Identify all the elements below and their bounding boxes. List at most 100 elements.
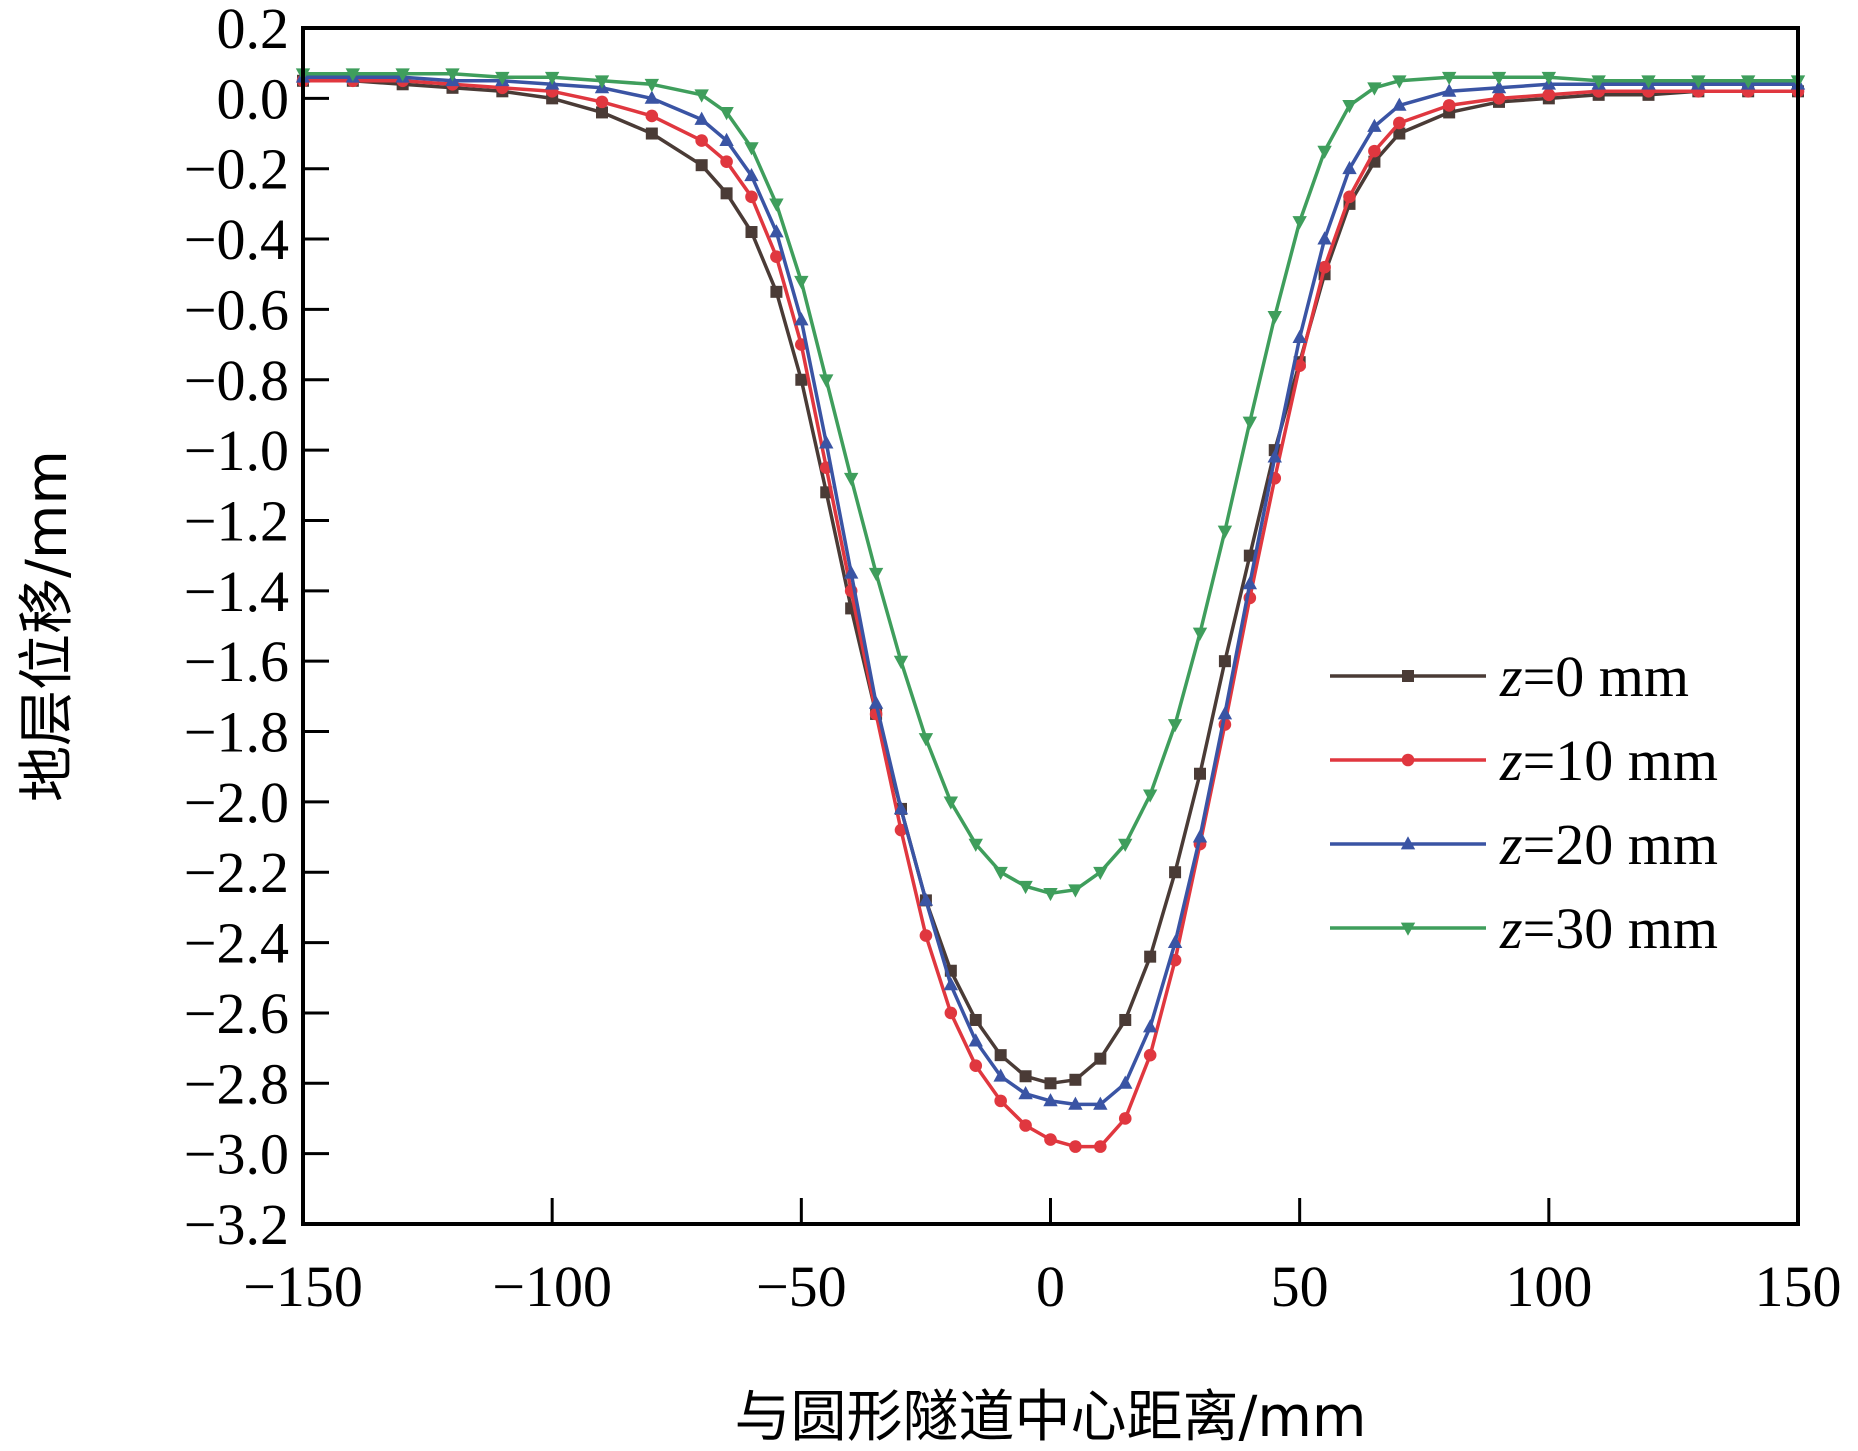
- y-tick-label: 0.2: [217, 0, 290, 61]
- data-point: [744, 167, 759, 182]
- data-point: [1368, 144, 1381, 158]
- data-point: [745, 226, 758, 239]
- data-point: [1242, 416, 1258, 430]
- data-point: [1441, 71, 1457, 86]
- data-point: [1342, 99, 1357, 114]
- data-point: [770, 250, 783, 263]
- data-point: [1167, 934, 1183, 948]
- data-point: [794, 275, 809, 290]
- data-point: [994, 1094, 1007, 1108]
- data-point: [1367, 82, 1382, 96]
- data-point: [695, 134, 708, 147]
- data-point: [918, 892, 934, 906]
- legend-item: z=30 mm: [1330, 896, 1718, 961]
- data-point: [1217, 706, 1233, 720]
- data-point: [1367, 118, 1382, 132]
- legend-item: z=0 mm: [1330, 644, 1689, 709]
- data-point: [943, 796, 959, 810]
- data-point: [1119, 1013, 1132, 1026]
- data-point: [1142, 1019, 1158, 1033]
- data-point: [893, 801, 909, 815]
- legend-marker: [1400, 836, 1416, 850]
- y-tick-label: −2.4: [184, 911, 289, 976]
- data-point: [644, 78, 660, 93]
- y-tick-label: −0.6: [184, 277, 289, 342]
- data-point: [1292, 329, 1307, 343]
- data-point: [1169, 866, 1182, 879]
- y-tick-label: −2.8: [184, 1051, 289, 1116]
- series-line: [303, 79, 1798, 1149]
- y-tick-label: −3.0: [184, 1122, 289, 1187]
- data-point: [1441, 83, 1457, 97]
- legend-label-text: =30 mm: [1523, 896, 1718, 961]
- data-point: [1192, 829, 1208, 843]
- data-point: [1192, 627, 1208, 641]
- data-point: [1043, 887, 1058, 902]
- data-point: [969, 1059, 983, 1073]
- legend-label: z=10 mm: [1499, 728, 1718, 793]
- legend-marker: [1402, 670, 1414, 682]
- data-point: [1019, 1119, 1032, 1132]
- data-point: [1118, 838, 1133, 852]
- x-tick-label: 100: [1505, 1254, 1592, 1319]
- y-tick-label: 0.0: [217, 66, 290, 131]
- y-tick-label: −2.2: [184, 840, 289, 905]
- data-point: [1343, 190, 1356, 204]
- legend-marker: [1400, 922, 1416, 936]
- series-layer: [295, 68, 1806, 1153]
- data-point: [1591, 75, 1606, 89]
- y-axis: 0.20.0−0.2−0.4−0.6−0.8−1.0−1.2−1.4−1.6−1…: [184, 0, 329, 1257]
- data-point: [1118, 1075, 1133, 1089]
- data-point: [719, 107, 734, 121]
- data-point: [1068, 884, 1083, 898]
- y-axis-title: 地层位移/mm: [15, 450, 80, 802]
- data-point: [770, 285, 783, 298]
- data-point: [1094, 1052, 1107, 1065]
- data-point: [495, 71, 510, 86]
- data-point: [720, 155, 733, 168]
- data-point: [868, 567, 884, 582]
- y-tick-label: −0.2: [184, 137, 289, 202]
- y-tick-label: −0.4: [184, 207, 289, 272]
- data-point: [594, 75, 610, 89]
- data-point: [1491, 71, 1507, 86]
- data-point: [993, 866, 1008, 881]
- legend-label: z=30 mm: [1499, 896, 1718, 961]
- data-point: [893, 655, 909, 669]
- data-point: [769, 224, 784, 238]
- data-point: [1144, 950, 1157, 963]
- data-point: [694, 89, 709, 103]
- data-point: [1143, 1048, 1157, 1062]
- data-point: [1167, 719, 1183, 733]
- data-point: [994, 1049, 1007, 1062]
- legend-marker: [1401, 753, 1415, 767]
- x-tick-label: 0: [1036, 1254, 1065, 1319]
- data-point: [919, 929, 933, 942]
- data-point: [1242, 575, 1258, 590]
- series-3: [295, 69, 1806, 1110]
- data-point: [744, 142, 759, 156]
- y-tick-label: −2.6: [184, 981, 289, 1046]
- data-point: [1393, 127, 1406, 140]
- data-point: [1194, 767, 1206, 780]
- data-point: [968, 1033, 983, 1047]
- data-point: [1069, 1073, 1082, 1086]
- data-point: [1492, 92, 1506, 105]
- data-point: [1317, 145, 1332, 159]
- data-point: [1093, 1096, 1108, 1110]
- y-tick-label: −1.0: [184, 418, 289, 483]
- data-point: [969, 1013, 982, 1026]
- data-point: [1392, 75, 1407, 89]
- legend-item: z=10 mm: [1330, 728, 1718, 793]
- data-point: [445, 68, 460, 82]
- data-point: [596, 106, 608, 119]
- legend-label-var: z: [1499, 728, 1523, 793]
- data-point: [644, 90, 660, 104]
- data-point: [819, 435, 834, 449]
- x-tick-label: −150: [243, 1254, 363, 1319]
- data-point: [1142, 789, 1158, 803]
- x-axis-title: 与圆形隧道中心距离/mm: [735, 1385, 1367, 1450]
- legend-item: z=20 mm: [1330, 812, 1718, 877]
- data-point: [1491, 80, 1507, 94]
